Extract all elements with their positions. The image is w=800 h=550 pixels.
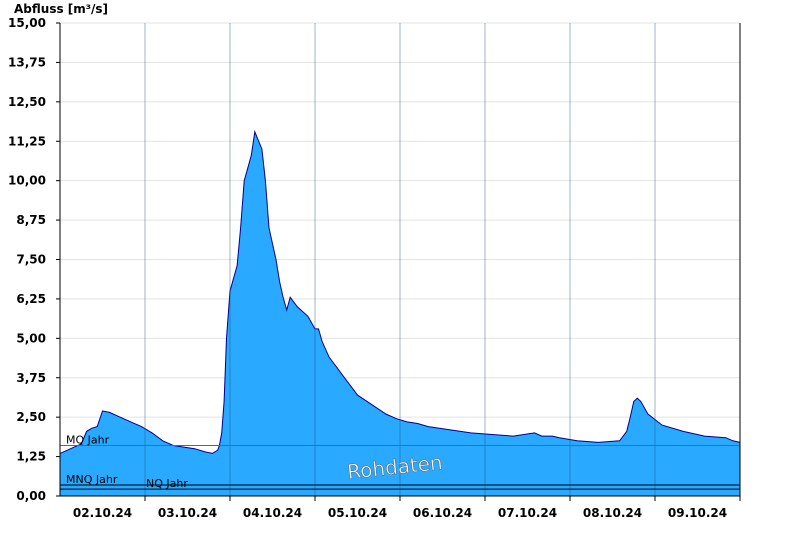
y-tick-label: 8,75 bbox=[16, 213, 46, 227]
reference-lines: MQ Jahr MNQ Jahr NQ Jahr bbox=[60, 434, 740, 490]
x-tick-label: 08.10.24 bbox=[583, 506, 642, 520]
y-tick-label: 10,00 bbox=[8, 174, 46, 188]
y-tick-label: 0,00 bbox=[16, 489, 46, 503]
x-tick-label: 06.10.24 bbox=[413, 506, 472, 520]
ref-label-nq-jahr: NQ Jahr bbox=[146, 477, 188, 490]
x-tick-label: 05.10.24 bbox=[328, 506, 387, 520]
y-axis-label: Abfluss [m³/s] bbox=[14, 2, 108, 16]
discharge-series-line bbox=[59, 129, 741, 454]
y-tick-label: 12,50 bbox=[8, 95, 46, 109]
y-tick-label: 5,00 bbox=[16, 331, 46, 345]
ref-label-mnq-jahr: MNQ Jahr bbox=[66, 473, 118, 486]
y-tick-labels: 0,00 1,25 2,50 3,75 5,00 6,25 7,50 8,75 10,00 11,… bbox=[8, 16, 46, 503]
y-tick-label: 13,75 bbox=[8, 55, 46, 69]
x-tick-labels: 02.10.24 03.10.24 04.10.24 05.10.24 06.10.24… bbox=[73, 506, 727, 520]
x-tick-label: 09.10.24 bbox=[668, 506, 727, 520]
y-tick-label: 7,50 bbox=[16, 253, 46, 267]
y-tick-label: 1,25 bbox=[16, 450, 46, 464]
y-tick-label: 6,25 bbox=[16, 292, 46, 306]
axes bbox=[56, 22, 741, 501]
ref-label-mq-jahr: MQ Jahr bbox=[66, 434, 110, 447]
y-tick-label: 15,00 bbox=[8, 16, 46, 30]
day-divider-lines bbox=[144, 23, 656, 496]
x-tick-label: 04.10.24 bbox=[243, 506, 302, 520]
x-tick-label: 03.10.24 bbox=[158, 506, 217, 520]
y-tick-label: 2,50 bbox=[16, 410, 46, 424]
y-tick-label: 11,25 bbox=[8, 134, 46, 148]
x-tick-label: 07.10.24 bbox=[498, 506, 557, 520]
x-tick-label: 02.10.24 bbox=[73, 506, 132, 520]
y-tick-label: 3,75 bbox=[16, 371, 46, 385]
